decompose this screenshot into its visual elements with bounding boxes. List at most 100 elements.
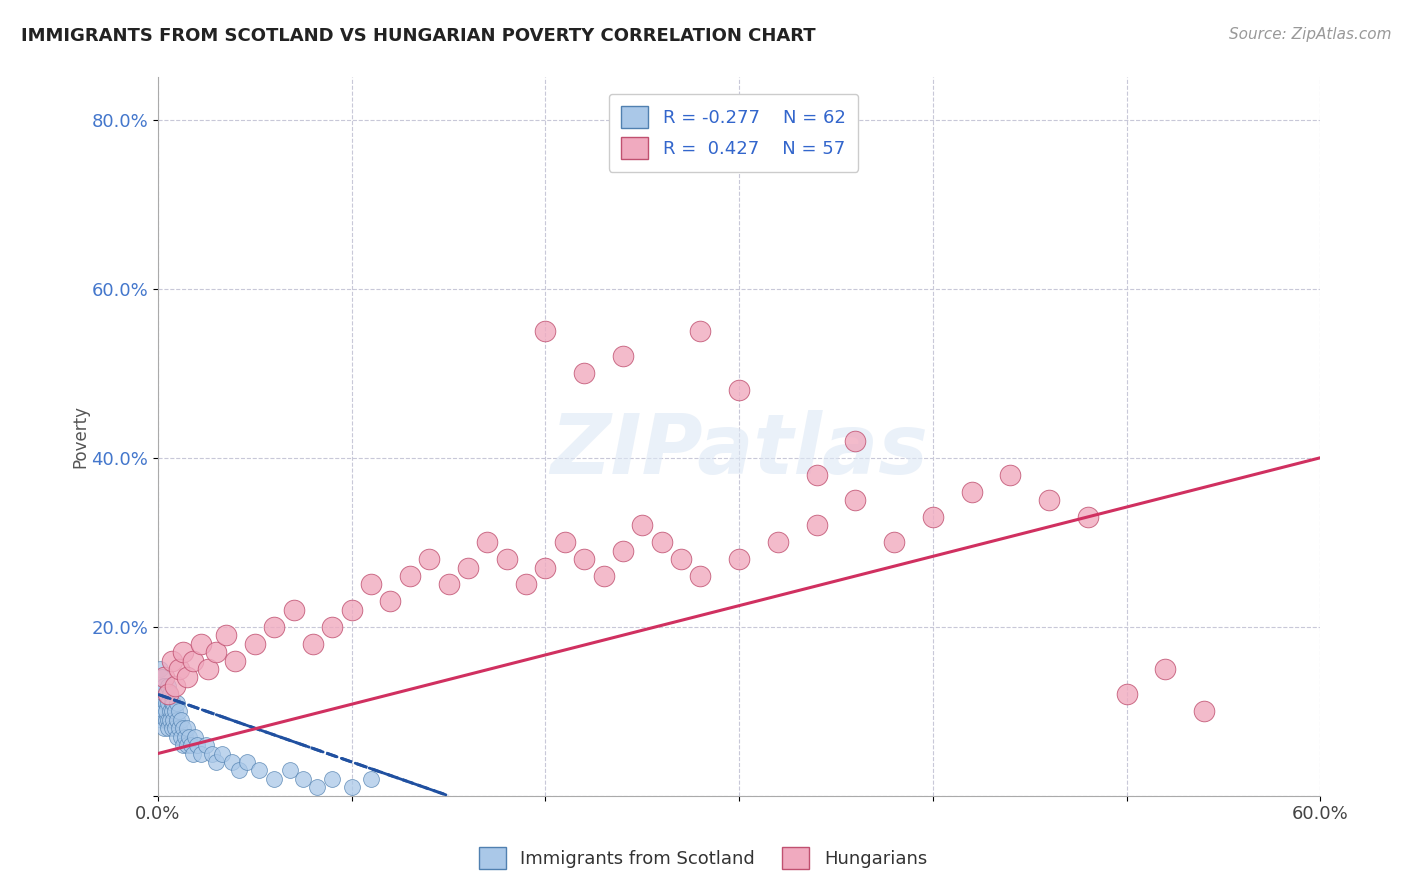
Point	[321, 772, 343, 786]
Point	[612, 349, 634, 363]
Point	[160, 696, 183, 710]
Point	[149, 704, 172, 718]
Point	[340, 603, 363, 617]
Point	[221, 755, 243, 769]
Point	[172, 645, 194, 659]
Point	[184, 730, 207, 744]
Point	[1038, 493, 1060, 508]
Point	[1000, 467, 1022, 482]
Point	[159, 704, 181, 718]
Point	[360, 577, 382, 591]
Point	[186, 738, 208, 752]
Point	[176, 738, 198, 752]
Point	[160, 704, 183, 718]
Point	[418, 552, 440, 566]
Point	[167, 704, 190, 718]
Point	[167, 721, 190, 735]
Point	[205, 645, 228, 659]
Point	[197, 662, 219, 676]
Text: Source: ZipAtlas.com: Source: ZipAtlas.com	[1229, 27, 1392, 42]
Point	[1192, 704, 1215, 718]
Point	[534, 560, 557, 574]
Point	[152, 670, 174, 684]
Point	[263, 772, 285, 786]
Point	[689, 324, 711, 338]
Point	[360, 772, 382, 786]
Point	[155, 687, 177, 701]
Point	[165, 679, 187, 693]
Point	[340, 780, 363, 795]
Point	[170, 730, 193, 744]
Point	[155, 704, 177, 718]
Point	[156, 696, 179, 710]
Legend: R = -0.277    N = 62, R =  0.427    N = 57: R = -0.277 N = 62, R = 0.427 N = 57	[609, 94, 859, 172]
Point	[165, 721, 187, 735]
Point	[176, 721, 198, 735]
Point	[150, 713, 173, 727]
Point	[149, 687, 172, 701]
Point	[152, 721, 174, 735]
Point	[515, 577, 537, 591]
Point	[165, 704, 187, 718]
Point	[574, 552, 596, 566]
Point	[172, 721, 194, 735]
Point	[181, 654, 204, 668]
Y-axis label: Poverty: Poverty	[72, 405, 89, 468]
Point	[195, 738, 218, 752]
Point	[844, 493, 866, 508]
Point	[152, 687, 174, 701]
Point	[728, 383, 751, 397]
Point	[160, 721, 183, 735]
Point	[160, 654, 183, 668]
Point	[236, 755, 259, 769]
Point	[166, 696, 188, 710]
Point	[806, 518, 828, 533]
Point	[228, 764, 250, 778]
Text: IMMIGRANTS FROM SCOTLAND VS HUNGARIAN POVERTY CORRELATION CHART: IMMIGRANTS FROM SCOTLAND VS HUNGARIAN PO…	[21, 27, 815, 45]
Point	[305, 780, 328, 795]
Point	[612, 543, 634, 558]
Point	[150, 696, 173, 710]
Point	[398, 569, 420, 583]
Point	[176, 670, 198, 684]
Point	[201, 747, 224, 761]
Point	[495, 552, 517, 566]
Point	[766, 535, 789, 549]
Point	[651, 535, 673, 549]
Point	[592, 569, 614, 583]
Point	[190, 637, 212, 651]
Point	[457, 560, 479, 574]
Point	[1154, 662, 1177, 676]
Point	[960, 484, 983, 499]
Point	[883, 535, 905, 549]
Point	[263, 620, 285, 634]
Point	[170, 713, 193, 727]
Point	[166, 713, 188, 727]
Point	[181, 747, 204, 761]
Point	[574, 366, 596, 380]
Point	[174, 730, 197, 744]
Point	[806, 467, 828, 482]
Point	[302, 637, 325, 651]
Point	[155, 713, 177, 727]
Point	[155, 696, 177, 710]
Point	[728, 552, 751, 566]
Point	[167, 662, 190, 676]
Point	[152, 679, 174, 693]
Point	[149, 662, 172, 676]
Point	[631, 518, 654, 533]
Legend: Immigrants from Scotland, Hungarians: Immigrants from Scotland, Hungarians	[470, 838, 936, 879]
Point	[205, 755, 228, 769]
Point	[152, 704, 174, 718]
Point	[162, 696, 184, 710]
Point	[922, 509, 945, 524]
Point	[150, 679, 173, 693]
Point	[172, 738, 194, 752]
Point	[669, 552, 692, 566]
Point	[156, 687, 179, 701]
Point	[283, 603, 305, 617]
Point	[156, 713, 179, 727]
Point	[437, 577, 460, 591]
Point	[477, 535, 499, 549]
Text: ZIPatlas: ZIPatlas	[550, 410, 928, 491]
